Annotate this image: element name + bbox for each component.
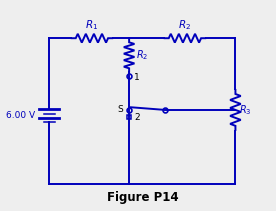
Text: Figure P14: Figure P14 [107, 191, 178, 204]
Text: 1: 1 [134, 73, 140, 82]
Text: $R_2$: $R_2$ [136, 48, 148, 62]
Text: $R_3$: $R_3$ [239, 103, 252, 117]
Text: 6.00 V: 6.00 V [6, 111, 35, 120]
Text: S: S [118, 106, 123, 114]
Text: $R_2$: $R_2$ [178, 18, 192, 32]
Text: 2: 2 [134, 113, 140, 122]
Text: $R_1$: $R_1$ [85, 18, 99, 32]
